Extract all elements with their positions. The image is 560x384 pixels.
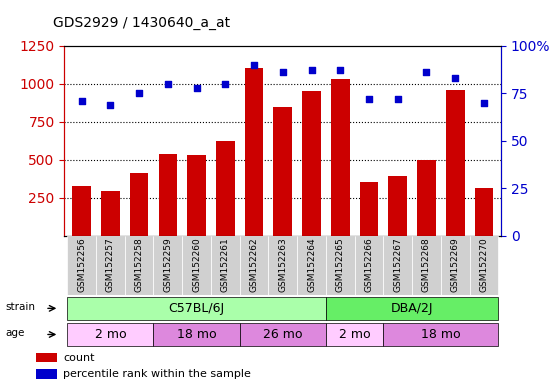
Bar [470,236,498,295]
Bar [67,236,96,295]
Bar [67,296,326,320]
Text: count: count [63,353,95,363]
Point [336,67,345,73]
Bar [240,236,268,295]
Bar [216,141,235,236]
Text: GSM152267: GSM152267 [393,238,402,292]
Bar [273,107,292,236]
Bar [245,68,263,236]
Bar [67,323,153,346]
Text: GSM152266: GSM152266 [365,238,374,292]
Text: GSM152260: GSM152260 [192,238,201,292]
Text: 18 mo: 18 mo [421,328,461,341]
Text: GSM152265: GSM152265 [336,238,345,292]
Bar [302,91,321,236]
Text: 26 mo: 26 mo [263,328,302,341]
Text: 2 mo: 2 mo [339,328,371,341]
Text: DBA/2J: DBA/2J [391,302,433,315]
Bar [36,353,57,362]
Bar [384,236,412,295]
Point [164,81,172,87]
Point [250,62,259,68]
Bar [211,236,240,295]
Bar [326,323,384,346]
Point [106,101,115,108]
Text: age: age [5,328,25,338]
Bar [331,79,349,236]
Bar [354,236,384,295]
Bar [412,236,441,295]
Point [221,81,230,87]
Text: 18 mo: 18 mo [177,328,216,341]
Bar [96,236,125,295]
Text: C57BL/6J: C57BL/6J [169,302,225,315]
Point [451,75,460,81]
Point [134,90,143,96]
Point [422,69,431,75]
Bar [72,186,91,236]
Bar [360,182,379,236]
Text: GSM152270: GSM152270 [479,238,488,292]
Text: GSM152257: GSM152257 [106,238,115,292]
Point [365,96,374,102]
Text: GSM152268: GSM152268 [422,238,431,292]
Bar [153,236,182,295]
Bar [187,155,206,236]
Text: GSM152258: GSM152258 [134,238,143,292]
Bar [384,323,498,346]
Point [192,84,201,91]
Bar [36,369,57,379]
Point [278,69,287,75]
Bar [125,236,153,295]
Bar [182,236,211,295]
Bar [417,160,436,236]
Bar [389,176,407,236]
Bar [441,236,470,295]
Text: GSM152263: GSM152263 [278,238,287,292]
Text: strain: strain [5,302,35,312]
Text: GSM152261: GSM152261 [221,238,230,292]
Text: GSM152262: GSM152262 [250,238,259,292]
Bar [153,323,240,346]
Text: GSM152269: GSM152269 [451,238,460,292]
Text: GSM152256: GSM152256 [77,238,86,292]
Text: GSM152264: GSM152264 [307,238,316,292]
Text: GDS2929 / 1430640_a_at: GDS2929 / 1430640_a_at [53,17,230,30]
Bar [326,296,498,320]
Text: percentile rank within the sample: percentile rank within the sample [63,369,251,379]
Bar [446,90,465,236]
Bar [130,173,148,236]
Bar [268,236,297,295]
Bar [475,188,493,236]
Text: 2 mo: 2 mo [95,328,126,341]
Bar [158,154,177,236]
Point [307,67,316,73]
Text: GSM152259: GSM152259 [164,238,172,292]
Bar [101,191,120,236]
Bar [240,323,326,346]
Point [479,100,488,106]
Bar [326,236,354,295]
Point [77,98,86,104]
Bar [297,236,326,295]
Point [393,96,402,102]
